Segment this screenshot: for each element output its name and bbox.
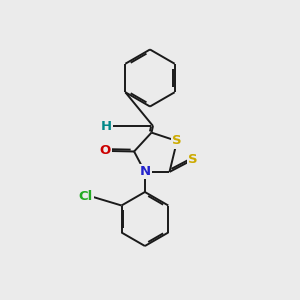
Text: H: H (101, 119, 112, 133)
Text: O: O (99, 144, 111, 158)
Text: Cl: Cl (78, 190, 93, 203)
Text: S: S (172, 134, 182, 148)
Text: S: S (188, 153, 198, 166)
Text: N: N (139, 165, 151, 178)
